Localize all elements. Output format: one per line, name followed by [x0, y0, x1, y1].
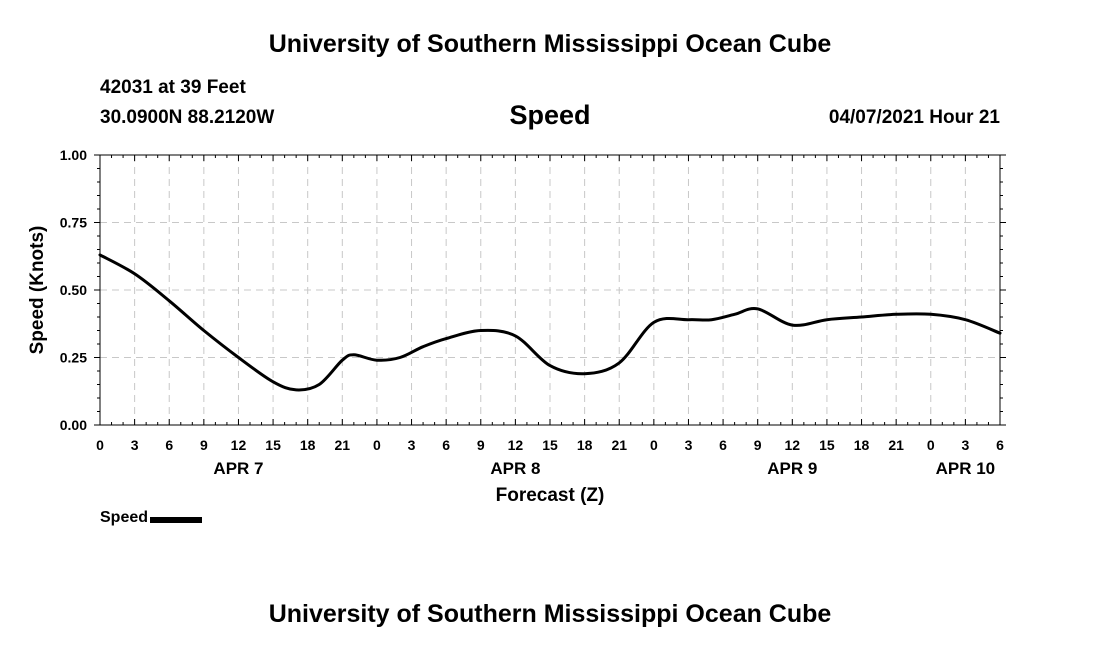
x-tick-label: 18: [577, 437, 593, 453]
page-title-top: University of Southern Mississippi Ocean…: [268, 30, 832, 58]
x-tick-label: 6: [719, 437, 727, 453]
x-tick-label: 0: [96, 437, 104, 453]
y-tick-label: 0.25: [60, 350, 87, 366]
date-label: APR 8: [490, 459, 540, 478]
chart-title: Speed: [509, 100, 591, 130]
date-label: APR 7: [213, 459, 263, 478]
x-tick-label: 21: [888, 437, 904, 453]
x-tick-label: 0: [650, 437, 658, 453]
y-axis-label: Speed (Knots): [27, 226, 48, 355]
x-tick-label: 0: [373, 437, 381, 453]
x-tick-label: 9: [754, 437, 762, 453]
coordinates-label: 30.0900N 88.2120W: [100, 107, 275, 128]
y-tick-label: 0.00: [60, 417, 87, 433]
x-tick-label: 3: [131, 437, 139, 453]
x-axis-label: Forecast (Z): [496, 485, 605, 506]
x-tick-label: 9: [200, 437, 208, 453]
grid-lines: [100, 155, 1000, 425]
x-tick-label: 12: [785, 437, 801, 453]
page-title-bottom: University of Southern Mississippi Ocean…: [268, 600, 832, 628]
x-tick-label: 6: [165, 437, 173, 453]
legend-swatch: [150, 516, 203, 523]
y-tick-label: 1.00: [60, 147, 87, 163]
x-tick-label: 21: [335, 437, 351, 453]
x-tick-label: 18: [300, 437, 316, 453]
y-tick-label: 0.50: [60, 282, 87, 298]
station-label: 42031 at 39 Feet: [100, 77, 246, 98]
x-tick-label: 15: [819, 437, 835, 453]
x-tick-label: 6: [996, 437, 1004, 453]
legend-label: Speed: [100, 509, 149, 526]
forecast-datetime: 04/07/2021 Hour 21: [828, 107, 1000, 128]
x-tick-label: 6: [442, 437, 450, 453]
x-tick-label: 12: [231, 437, 247, 453]
x-tick-label: 15: [265, 437, 281, 453]
x-tick-label: 21: [611, 437, 627, 453]
legend: Speed: [100, 509, 203, 527]
date-label: APR 9: [767, 459, 817, 478]
x-tick-label: 3: [408, 437, 416, 453]
x-tick-label: 9: [477, 437, 485, 453]
x-tick-label: 18: [854, 437, 870, 453]
date-label: APR 10: [936, 459, 996, 478]
x-tick-label: 3: [961, 437, 969, 453]
y-tick-label: 0.75: [60, 215, 87, 231]
plot-frame: [99, 154, 1001, 426]
x-tick-label: 3: [685, 437, 693, 453]
x-tick-label: 12: [508, 437, 524, 453]
axis-labels: 0 3 6 9 12 15 18 21 0 3 6 9 12 15 18 21 0 3 6 9 12 15 18 21 0 3 6 0…: [60, 147, 1004, 478]
x-tick-label: 0: [927, 437, 935, 453]
x-tick-label: 15: [542, 437, 558, 453]
